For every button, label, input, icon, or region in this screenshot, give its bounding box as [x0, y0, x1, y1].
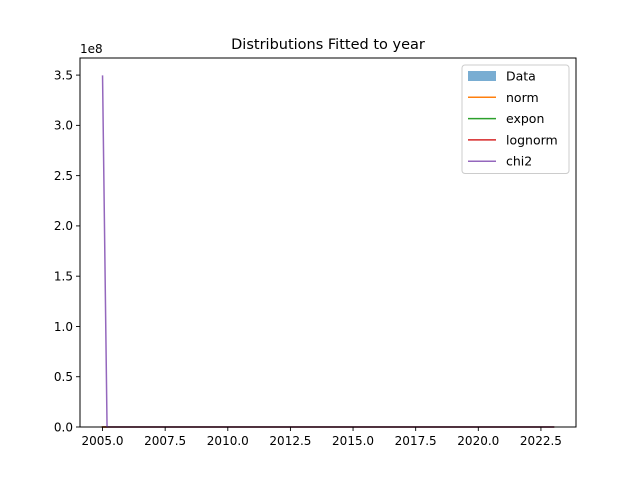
- legend: Data norm expon lognorm chi2: [461, 64, 570, 174]
- y-tick-label: 3.0: [54, 119, 73, 133]
- x-axis: 2005.0 2007.5 2010.0 2012.5 2015.0 2017.5 2020…: [82, 427, 562, 448]
- x-tick-label: 2007.5: [144, 434, 186, 448]
- legend-label-lognorm: lognorm: [506, 132, 558, 147]
- x-tick-label: 2010.0: [207, 434, 249, 448]
- legend-label-norm: norm: [506, 90, 539, 105]
- legend-label-data: Data: [506, 69, 536, 84]
- y-tick-label: 2.0: [54, 219, 73, 233]
- legend-box: [461, 64, 570, 174]
- y-tick-label: 1.0: [54, 320, 73, 334]
- y-tick-label: 2.5: [54, 169, 73, 183]
- y-tick-label: 0.0: [54, 420, 73, 434]
- x-tick-label: 2022.5: [520, 434, 562, 448]
- legend-label-expon: expon: [506, 111, 544, 126]
- y-axis-offset-label: 1e8: [80, 42, 103, 56]
- plot-frame: [79, 57, 577, 428]
- legend-label-chi2: chi2: [506, 154, 532, 169]
- x-tick-label: 2012.5: [269, 434, 311, 448]
- y-axis: 0.0 0.5 1.0 1.5 2.0 2.5 3.0 3.5: [54, 68, 80, 434]
- legend-swatch-data: [468, 71, 496, 81]
- x-tick-label: 2015.0: [332, 434, 374, 448]
- y-tick-label: 3.5: [54, 68, 73, 82]
- x-tick-label: 2017.5: [395, 434, 437, 448]
- x-tick-label: 2020.0: [457, 434, 499, 448]
- y-tick-label: 1.5: [54, 269, 73, 283]
- y-tick-label: 0.5: [54, 370, 73, 384]
- x-tick-label: 2005.0: [82, 434, 124, 448]
- chart-title: Distributions Fitted to year: [231, 37, 425, 53]
